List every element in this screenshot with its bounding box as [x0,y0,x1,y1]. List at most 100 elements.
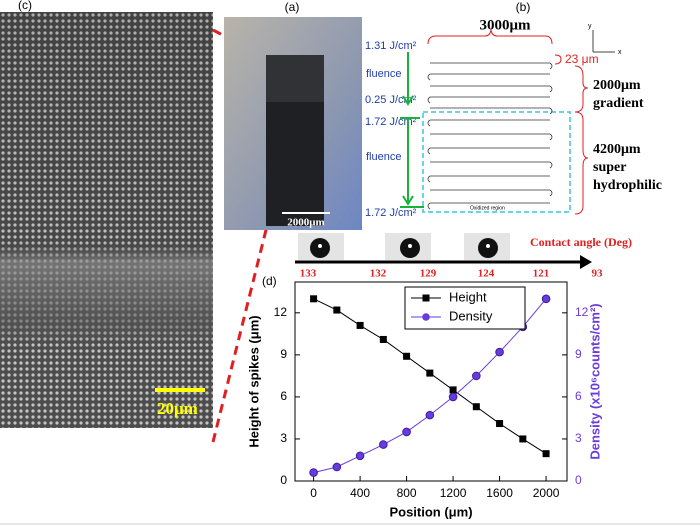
fluence-label: fluence [366,151,401,163]
marker [472,403,480,411]
y-tick-label: 3 [280,431,287,445]
marker [542,450,550,458]
contact-angle-value: 132 [370,268,387,280]
legend-label: Height [449,289,487,304]
fluence-arrow [400,52,424,208]
droplet-glare [318,244,322,248]
scan-turn [549,107,553,115]
y-tick-label: 6 [280,389,287,403]
x-tick-label: 2000 [533,486,560,500]
brace [554,54,562,65]
fluence-value: 1.72 J/cm² [365,207,417,219]
scan-turn [549,85,553,93]
scan-turn [549,62,553,70]
y-tick-label: 12 [274,305,288,319]
marker [333,306,341,314]
marker [355,451,365,461]
x-tick-label: 0 [310,486,317,500]
panel-label: (d) [262,274,277,288]
scan-turn [427,202,431,210]
contact-angle-value: 129 [420,268,437,280]
sem-shading [0,12,213,428]
marker [310,295,318,303]
hydrophilic-label: super [593,160,626,175]
marker [356,321,364,329]
marker [496,420,504,428]
plot-frame [294,281,568,482]
scan-lines [427,62,553,210]
droplets [298,233,510,260]
zoom-line [211,225,269,443]
x-tick-label: 400 [350,486,370,500]
spacing-label: 23 μm [565,52,599,66]
marker [541,294,551,304]
marker [449,386,457,394]
scan-turn [427,96,431,104]
scan-turn [549,133,553,141]
fluence-value: 1.31 J/cm² [365,40,417,52]
y2-tick-label: 3 [575,431,582,445]
brace [574,65,589,215]
fluence-label: fluence [366,68,401,80]
y2-tick-label: 9 [575,347,582,361]
sample-hydrophilic [266,102,324,226]
legend-marker [422,294,430,302]
scan-turn [427,175,431,183]
x-tick-label: 1200 [440,486,467,500]
marker [379,440,388,449]
scan-turn [549,189,553,197]
contact-angle-value: 124 [478,268,495,280]
marker [332,462,342,472]
x-tick-label: 800 [397,486,417,500]
y2-axis-label: Density (x10⁶counts/cm²) [587,303,602,459]
oxidized-label: Oxidized region [470,205,505,211]
axis-icon-label: x [618,49,622,56]
legend-label: Density [449,308,493,323]
hydrophilic-label: hydrophilic [593,178,662,193]
arrow-head [580,255,592,269]
contact-angle-title: Contact angle (Deg) [530,235,632,249]
contact-angle-value: 93 [592,268,604,280]
y-axis-label: Height of spikes (μm) [246,315,261,447]
marker [448,392,458,402]
marker [426,369,434,377]
gradient-label: gradient [593,96,644,111]
scale-bar-label: 20μm [157,399,198,418]
y2-tick-label: 12 [575,305,589,319]
y-tick-label: 0 [280,473,287,487]
marker [379,335,387,343]
scan-turn [549,161,553,169]
marker [402,427,411,437]
scan-turn [427,147,431,155]
width-label: 3000μm [480,17,532,33]
x-tick-label: 1600 [486,486,513,500]
contact-angle-value: 121 [533,268,550,280]
marker [472,371,481,381]
panel-label: (c) [18,0,32,12]
marker [309,468,318,477]
panel-label: (a) [285,0,300,14]
marker [425,410,435,420]
scan-turn [427,73,431,81]
x-axis-label: Position (μm) [389,504,472,519]
axis-icon-label: y [588,23,592,30]
hydrophilic-box [422,111,571,213]
y2-tick-label: 6 [575,389,582,403]
scale-bar-label: 2000μm [287,217,324,229]
sample-gradient [266,55,324,102]
contact-angle-value: 133 [300,268,317,280]
droplet-glare [486,244,490,248]
marker [519,435,527,443]
marker [403,352,411,360]
scan-turn [427,119,431,127]
hydrophilic-label: 4200μm [593,142,641,157]
gradient-label: 2000μm [593,78,641,93]
droplet-glare [408,244,412,248]
y-tick-label: 9 [280,347,287,361]
legend-box [404,286,526,330]
y2-tick-label: 0 [575,473,582,487]
brace [427,29,553,45]
panel-label: (b) [516,0,531,14]
